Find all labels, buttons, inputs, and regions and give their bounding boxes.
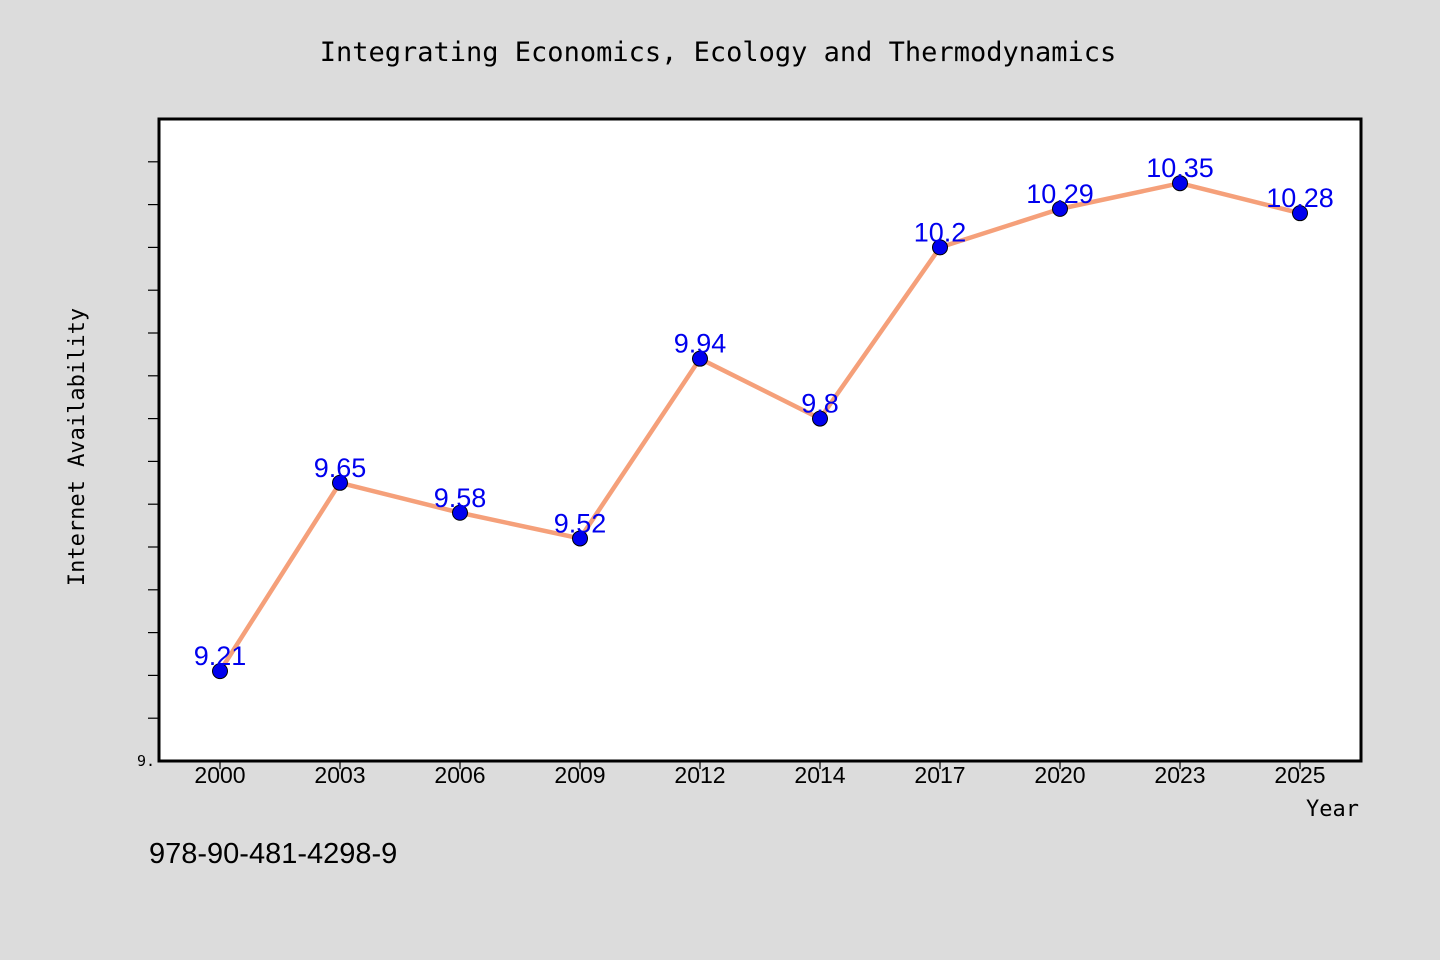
- y-axis-ticks: [148, 161, 159, 719]
- data-label: 10.2: [914, 217, 967, 247]
- plot-area: [157, 117, 1363, 763]
- data-label: 10.28: [1266, 183, 1334, 213]
- data-point-marker: [1052, 200, 1068, 217]
- data-label: 10.29: [1026, 179, 1094, 209]
- data-label: 9.8: [801, 389, 839, 419]
- isbn-footer: 978-90-481-4298-9: [149, 838, 397, 870]
- data-label: 9.65: [314, 453, 367, 483]
- data-label: 9.21: [194, 641, 247, 671]
- series-layer: 9.21 9.65 9.58 9.52 9.94 9.8 10.2 10.29 10.35 10.…: [194, 153, 1334, 680]
- x-tick-label: 2003: [314, 762, 365, 788]
- data-point-marker: [212, 663, 228, 680]
- x-tick-label: 2009: [554, 762, 605, 788]
- data-label: 10.35: [1146, 153, 1214, 183]
- x-tick-label: 2014: [794, 762, 845, 788]
- chart-title: Integrating Economics, Ecology and Therm…: [320, 37, 1117, 68]
- x-tick-label: 2025: [1274, 762, 1325, 788]
- data-label: 9.94: [674, 329, 727, 359]
- data-point-marker: [1172, 175, 1188, 192]
- data-label: 9.52: [554, 508, 607, 538]
- x-axis-label: Year: [1306, 797, 1359, 822]
- x-tick-label: 2000: [194, 762, 245, 788]
- x-tick-label: 2023: [1154, 762, 1205, 788]
- x-tick-label: 2017: [914, 762, 965, 788]
- x-tick-label: 2020: [1034, 762, 1085, 788]
- data-point-marker: [692, 350, 708, 367]
- data-point-marker: [452, 504, 468, 521]
- x-axis-ticks: 2000 2003 2006 2009 2012 2014 2017 2020 2023 2025: [194, 761, 1326, 788]
- data-point-marker: [1292, 205, 1308, 222]
- y-tick-label: 9.: [137, 752, 155, 770]
- data-point-marker: [572, 530, 588, 547]
- x-tick-label: 2006: [434, 762, 485, 788]
- series-line: [217, 180, 1303, 674]
- x-tick-label: 2012: [674, 762, 725, 788]
- data-point-marker: [812, 410, 828, 427]
- data-label: 9.58: [434, 483, 487, 513]
- data-point-marker: [932, 239, 948, 256]
- data-point-marker: [332, 474, 348, 491]
- y-axis-label: Internet Availability: [65, 308, 90, 586]
